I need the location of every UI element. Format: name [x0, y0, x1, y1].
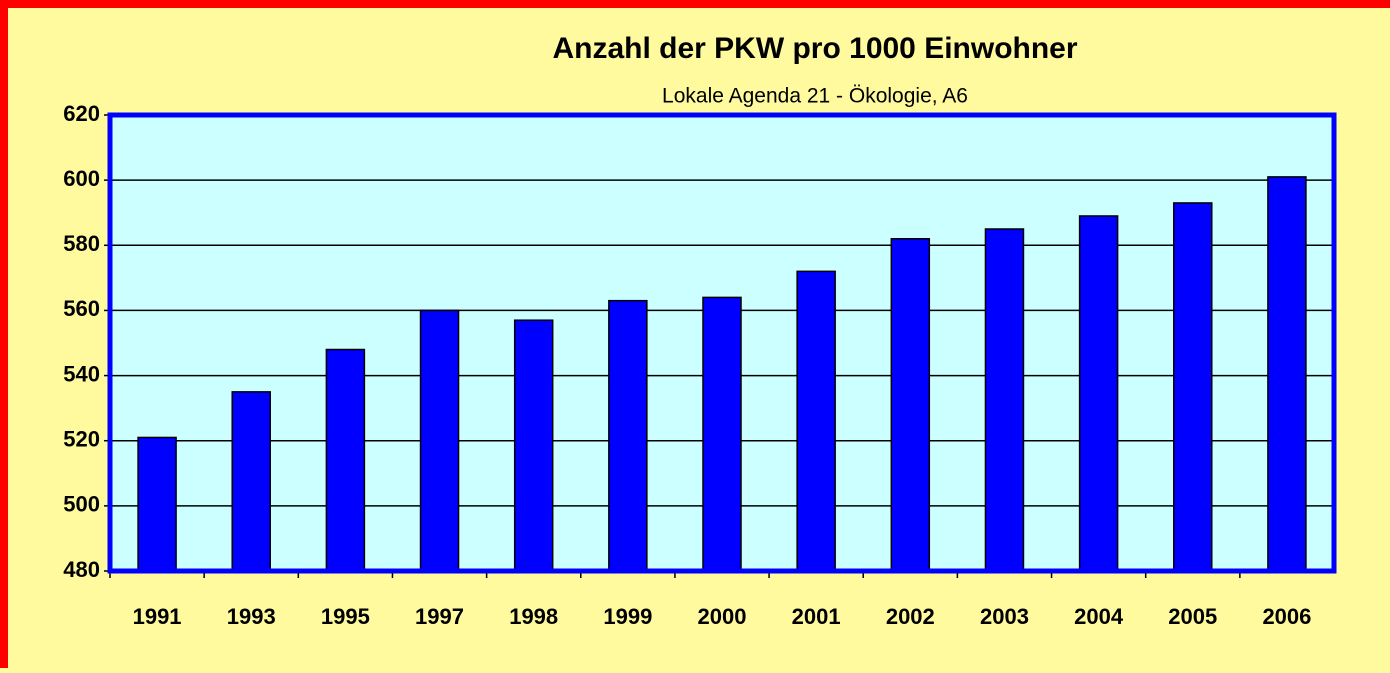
y-tick-label: 620: [63, 101, 100, 126]
y-tick-label: 580: [63, 231, 100, 256]
x-tick-label: 2002: [886, 604, 935, 629]
x-tick-label: 2003: [980, 604, 1029, 629]
y-tick-label: 480: [63, 557, 100, 582]
y-tick-label: 600: [63, 166, 100, 191]
bar: [1078, 215, 1119, 572]
bar: [513, 319, 554, 572]
chart-subtitle: Lokale Agenda 21 - Ökologie, A6: [662, 85, 968, 108]
bar: [419, 309, 460, 572]
bar: [890, 238, 931, 572]
bar: [1173, 202, 1213, 572]
bar: [1267, 176, 1307, 572]
bar: [984, 228, 1025, 572]
y-tick-label: 500: [63, 492, 100, 517]
x-tick-label: 2004: [1074, 604, 1124, 629]
x-tick-label: 1995: [321, 604, 370, 629]
bar: [231, 391, 271, 572]
x-tick-label: 1998: [509, 604, 558, 629]
bar: [702, 296, 742, 572]
y-tick-label: 560: [63, 296, 100, 321]
bar: [608, 299, 648, 572]
x-tick-label: 1993: [227, 604, 276, 629]
x-tick-label: 1991: [133, 604, 182, 629]
chart-title: Anzahl der PKW pro 1000 Einwohner: [552, 32, 1077, 65]
frame-left: [0, 0, 8, 668]
plot-border: [107, 112, 1337, 574]
x-tick-label: 2000: [698, 604, 747, 629]
frame-top: [0, 0, 1390, 8]
bar: [137, 436, 177, 572]
x-tick-label: 2001: [792, 604, 841, 629]
y-tick-label: 540: [63, 361, 100, 386]
x-tick-label: 2005: [1168, 604, 1217, 629]
x-tick-label: 1999: [603, 604, 652, 629]
bar: [796, 270, 836, 572]
y-tick-label: 520: [63, 427, 100, 452]
x-tick-label: 2006: [1262, 604, 1311, 629]
bar: [325, 348, 366, 572]
x-tick-label: 1997: [415, 604, 464, 629]
